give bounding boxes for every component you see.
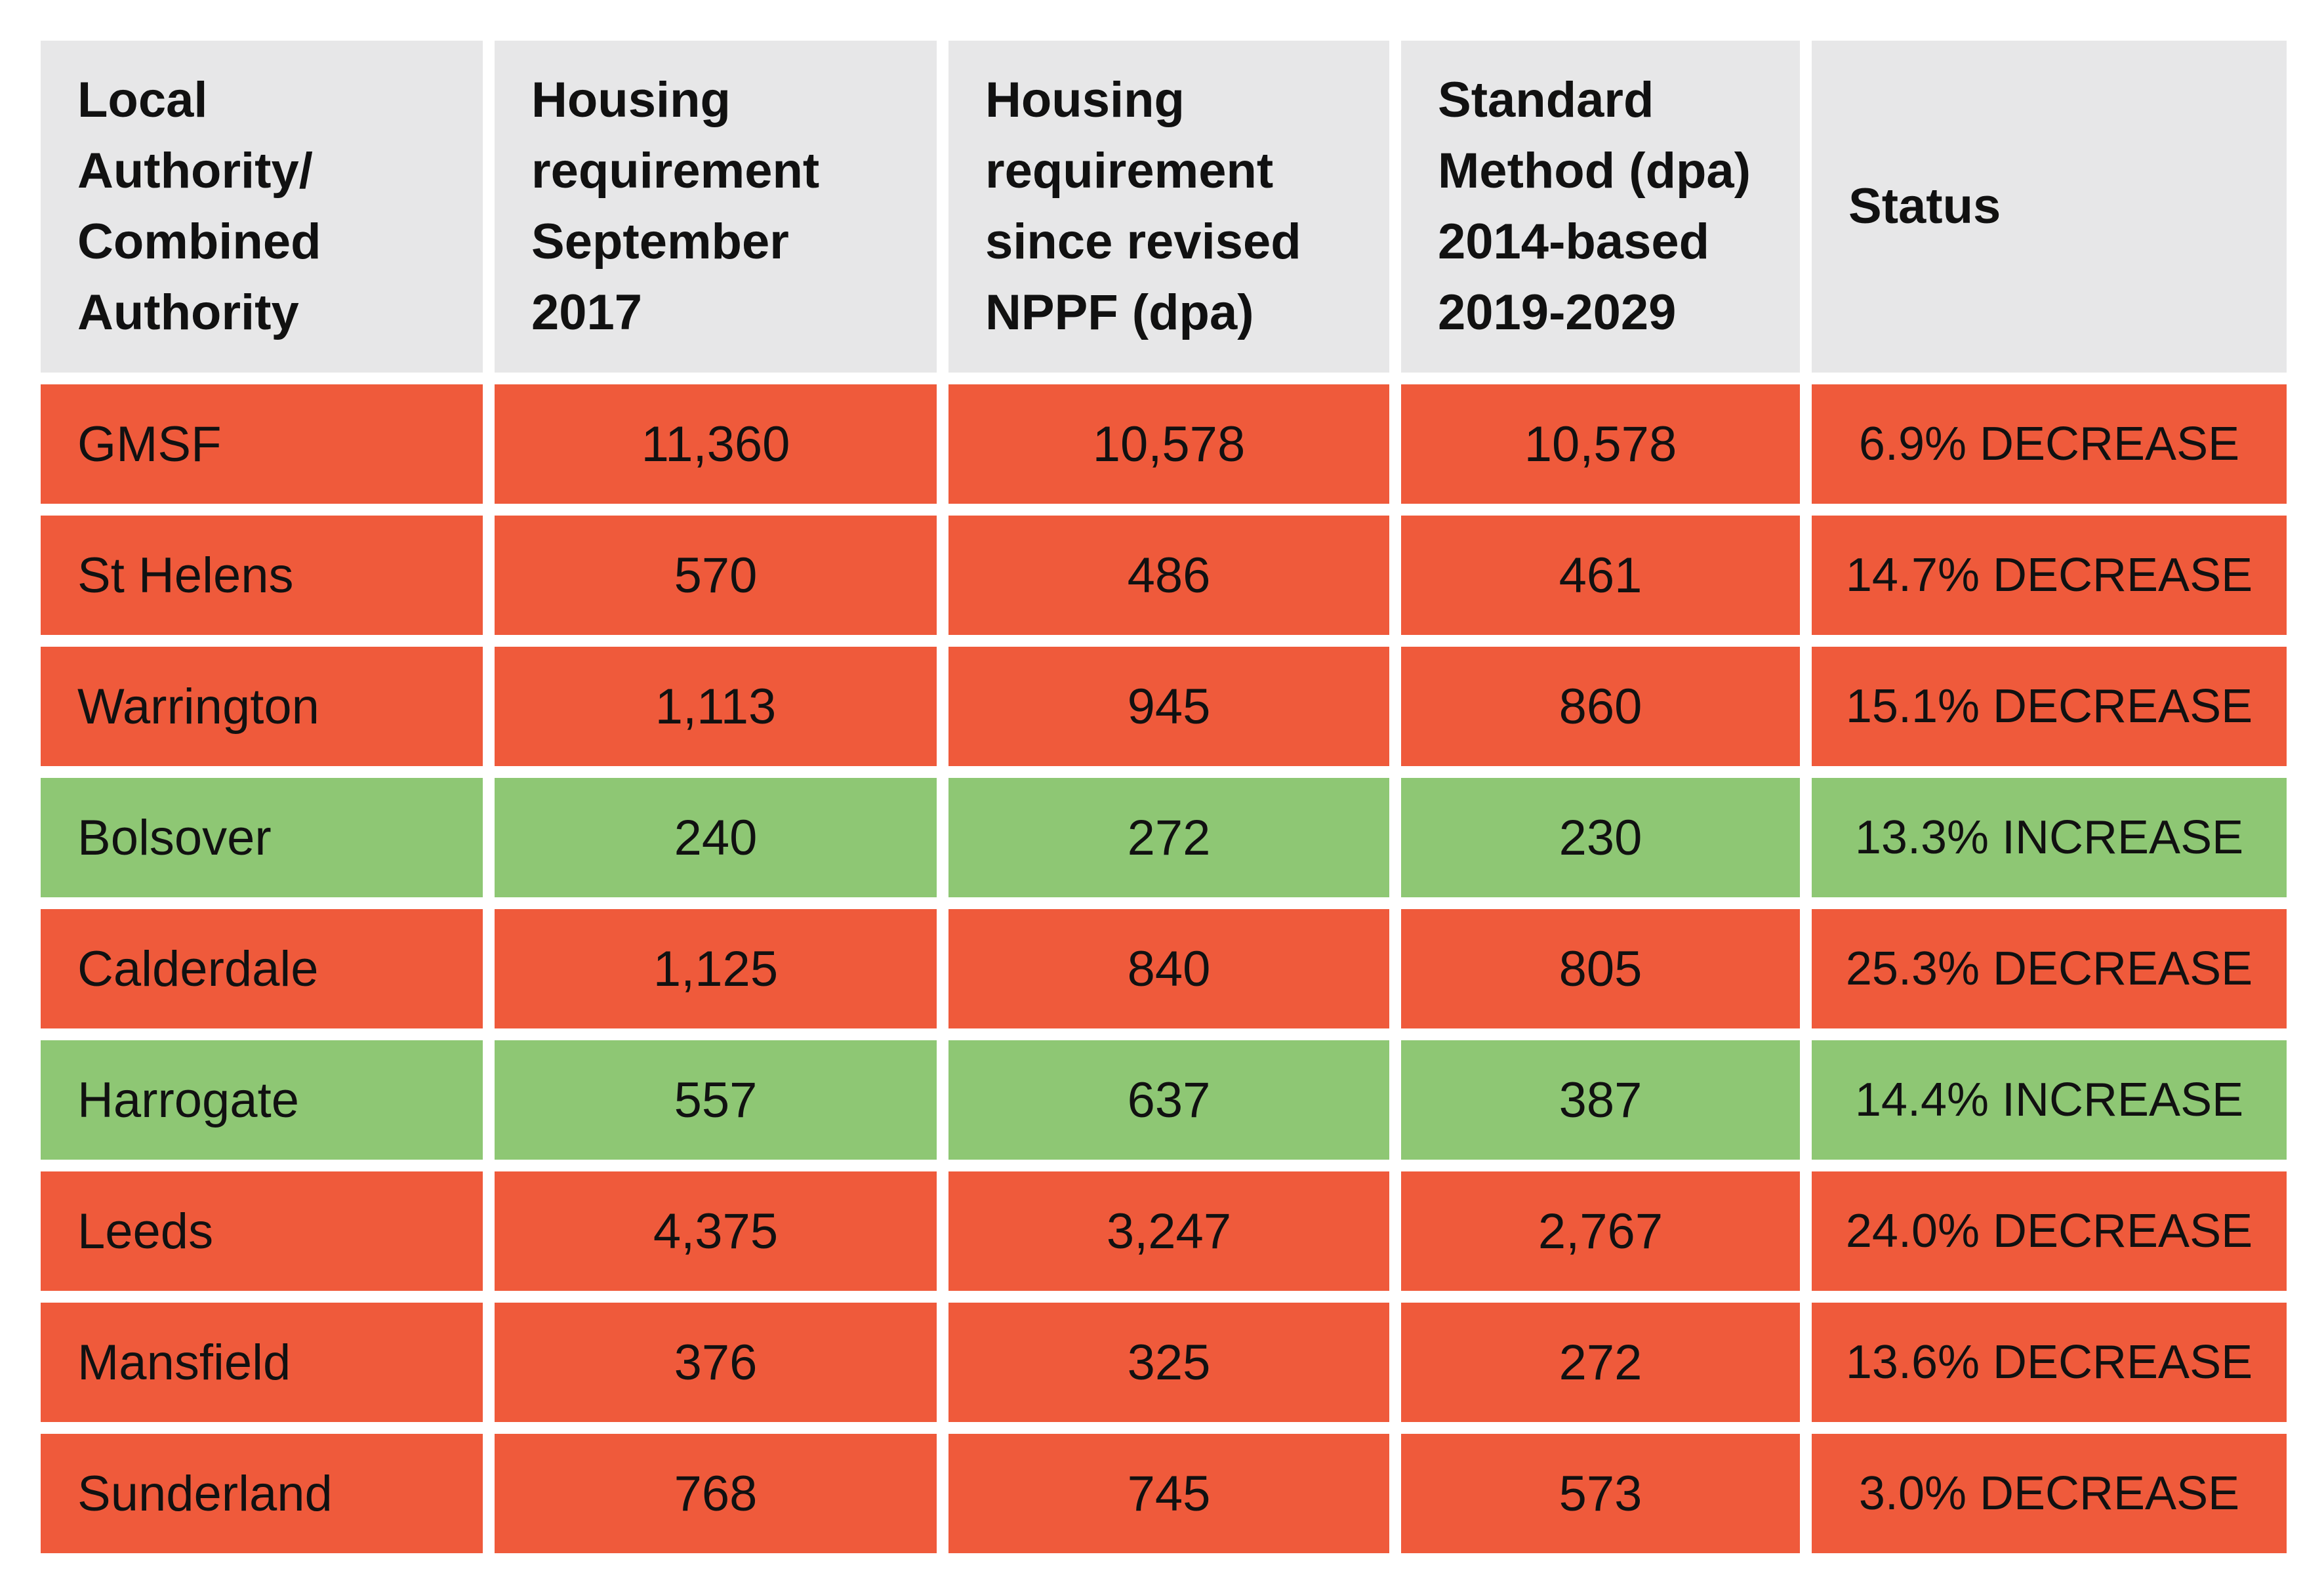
cell-local-authority: Calderdale	[41, 909, 483, 1028]
cell-requirement-revised: 486	[948, 516, 1389, 635]
housing-requirement-table: Local Authority/ Combined Authority Hous…	[29, 29, 2298, 1565]
header-line: September	[531, 214, 789, 270]
table-header: Local Authority/ Combined Authority Hous…	[41, 41, 2287, 373]
cell-requirement-revised: 325	[948, 1303, 1389, 1422]
header-local-authority: Local Authority/ Combined Authority	[41, 41, 483, 373]
cell-requirement-revised: 272	[948, 778, 1389, 897]
cell-standard-method: 461	[1401, 516, 1800, 635]
cell-requirement-sep-2017: 570	[495, 516, 937, 635]
cell-local-authority: Harrogate	[41, 1040, 483, 1160]
header-line: 2014-based	[1438, 214, 1710, 270]
header-line: Authority/	[77, 143, 313, 199]
header-line: Standard	[1438, 72, 1654, 128]
header-line: Method (dpa)	[1438, 143, 1751, 199]
table-body: GMSF 11,360 10,578 10,578 6.9% DECREASE St He…	[41, 384, 2287, 1553]
header-line: requirement	[531, 143, 820, 199]
header-line: Local	[77, 72, 208, 128]
cell-standard-method: 2,767	[1401, 1171, 1800, 1291]
cell-status: 25.3% DECREASE	[1812, 909, 2287, 1028]
header-line: Housing	[985, 72, 1185, 128]
cell-requirement-sep-2017: 376	[495, 1303, 937, 1422]
header-line: Status	[1848, 178, 2001, 234]
cell-local-authority: GMSF	[41, 384, 483, 504]
header-standard-method: Standard Method (dpa) 2014-based 2019-20…	[1401, 41, 1800, 373]
table-row: Sunderland 768 745 573 3.0% DECREASE	[41, 1434, 2287, 1553]
cell-requirement-revised: 10,578	[948, 384, 1389, 504]
header-requirement-revised-nppf: Housing requirement since revised NPPF (…	[948, 41, 1389, 373]
cell-local-authority: Bolsover	[41, 778, 483, 897]
cell-requirement-revised: 3,247	[948, 1171, 1389, 1291]
cell-requirement-sep-2017: 240	[495, 778, 937, 897]
header-line: Authority	[77, 285, 299, 340]
cell-standard-method: 860	[1401, 647, 1800, 766]
housing-requirement-table-container: Local Authority/ Combined Authority Hous…	[41, 41, 2287, 1553]
table-row: Bolsover 240 272 230 13.3% INCREASE	[41, 778, 2287, 897]
cell-status: 6.9% DECREASE	[1812, 384, 2287, 504]
cell-status: 14.7% DECREASE	[1812, 516, 2287, 635]
cell-requirement-revised: 840	[948, 909, 1389, 1028]
header-line: Housing	[531, 72, 731, 128]
cell-status: 3.0% DECREASE	[1812, 1434, 2287, 1553]
cell-local-authority: Leeds	[41, 1171, 483, 1291]
cell-requirement-sep-2017: 557	[495, 1040, 937, 1160]
cell-requirement-revised: 745	[948, 1434, 1389, 1553]
cell-requirement-sep-2017: 768	[495, 1434, 937, 1553]
cell-local-authority: St Helens	[41, 516, 483, 635]
table-row: Mansfield 376 325 272 13.6% DECREASE	[41, 1303, 2287, 1422]
header-requirement-sep-2017: Housing requirement September 2017	[495, 41, 937, 373]
header-line: Combined	[77, 214, 321, 270]
cell-status: 14.4% INCREASE	[1812, 1040, 2287, 1160]
table-row: Harrogate 557 637 387 14.4% INCREASE	[41, 1040, 2287, 1160]
cell-status: 24.0% DECREASE	[1812, 1171, 2287, 1291]
cell-standard-method: 230	[1401, 778, 1800, 897]
header-line: since revised	[985, 214, 1301, 270]
cell-standard-method: 272	[1401, 1303, 1800, 1422]
table-row: Calderdale 1,125 840 805 25.3% DECREASE	[41, 909, 2287, 1028]
cell-requirement-sep-2017: 11,360	[495, 384, 937, 504]
table-row: GMSF 11,360 10,578 10,578 6.9% DECREASE	[41, 384, 2287, 504]
table-row: St Helens 570 486 461 14.7% DECREASE	[41, 516, 2287, 635]
header-row: Local Authority/ Combined Authority Hous…	[41, 41, 2287, 373]
cell-status: 13.6% DECREASE	[1812, 1303, 2287, 1422]
cell-standard-method: 573	[1401, 1434, 1800, 1553]
header-line: 2019-2029	[1438, 285, 1677, 340]
cell-standard-method: 10,578	[1401, 384, 1800, 504]
cell-local-authority: Warrington	[41, 647, 483, 766]
cell-standard-method: 805	[1401, 909, 1800, 1028]
cell-requirement-revised: 945	[948, 647, 1389, 766]
header-status: Status	[1812, 41, 2287, 373]
header-line: requirement	[985, 143, 1274, 199]
cell-status: 15.1% DECREASE	[1812, 647, 2287, 766]
header-line: 2017	[531, 285, 643, 340]
cell-local-authority: Sunderland	[41, 1434, 483, 1553]
cell-local-authority: Mansfield	[41, 1303, 483, 1422]
header-line: NPPF (dpa)	[985, 285, 1254, 340]
table-row: Warrington 1,113 945 860 15.1% DECREASE	[41, 647, 2287, 766]
cell-requirement-sep-2017: 1,113	[495, 647, 937, 766]
cell-requirement-sep-2017: 4,375	[495, 1171, 937, 1291]
cell-requirement-revised: 637	[948, 1040, 1389, 1160]
table-row: Leeds 4,375 3,247 2,767 24.0% DECREASE	[41, 1171, 2287, 1291]
cell-requirement-sep-2017: 1,125	[495, 909, 937, 1028]
cell-status: 13.3% INCREASE	[1812, 778, 2287, 897]
cell-standard-method: 387	[1401, 1040, 1800, 1160]
